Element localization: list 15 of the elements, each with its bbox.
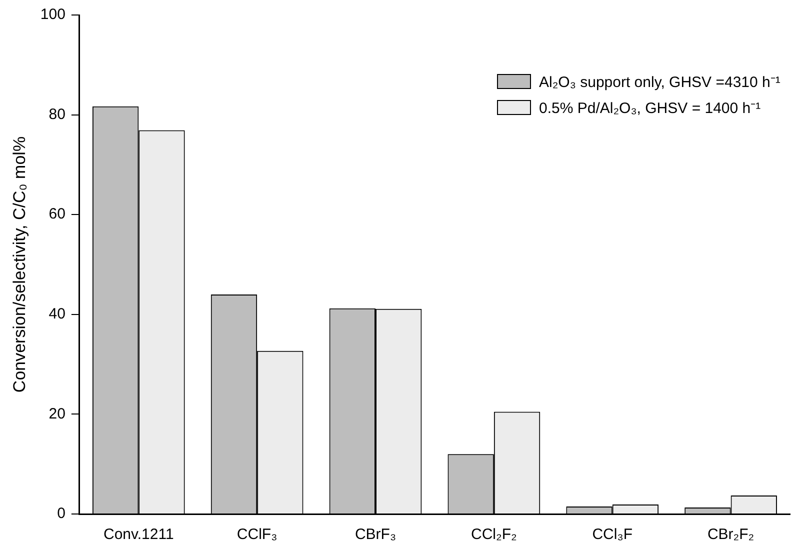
x-tick-label: CCl₃F xyxy=(592,526,632,544)
y-tick-label: 20 xyxy=(48,405,66,422)
y-tick-label: 60 xyxy=(48,206,66,223)
x-tick-label: CClF₃ xyxy=(236,526,278,544)
y-tick-label: 100 xyxy=(40,6,66,24)
x-tick-label: Conv.1211 xyxy=(103,526,174,544)
x-tick-label: CBr₂F₂ xyxy=(707,526,754,544)
x-tick-label: CCl₂F₂ xyxy=(471,526,518,544)
legend-label: 0.5% Pd/Al₂O₃, GHSV = 1400 h⁻¹ xyxy=(539,99,761,117)
y-tick-label: 40 xyxy=(48,306,66,323)
y-axis-title: Conversion/selectivity, C/C₀ mol% xyxy=(10,136,29,393)
y-tick-label: 0 xyxy=(57,505,66,522)
y-tick-label: 80 xyxy=(48,106,66,123)
x-tick-label: CBrF₃ xyxy=(354,526,396,544)
legend-label: Al₂O₃ support only, GHSV =4310 h⁻¹ xyxy=(539,73,780,91)
